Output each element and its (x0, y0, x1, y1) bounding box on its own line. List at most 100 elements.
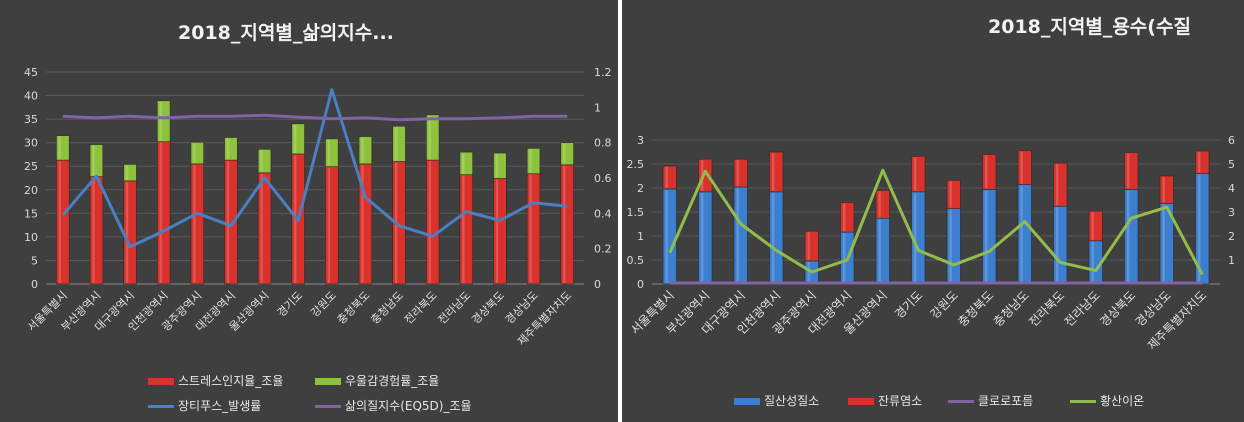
bar-highlight (984, 190, 988, 283)
y-tick-label: 25 (24, 160, 38, 173)
bar-highlight (193, 164, 196, 283)
bar-highlight (159, 142, 162, 283)
legend-item-chlorine: 잔류염소 (848, 392, 922, 409)
bar-lower (733, 186, 748, 285)
bar-highlight (361, 137, 364, 163)
bar-upper (358, 136, 373, 165)
x-tick-label: 강원도 (928, 288, 961, 321)
bar-upper (56, 135, 70, 161)
y2-tick-label: 2 (1228, 230, 1235, 243)
y2-tick-label: 1.2 (594, 66, 612, 79)
bar-lower (459, 174, 474, 285)
bar-highlight (226, 138, 230, 160)
bar-highlight (563, 143, 566, 164)
y-tick-label: 40 (24, 90, 38, 103)
x-tick-label: 강원도 (308, 289, 339, 320)
bar-upper (493, 152, 507, 179)
bar-upper (1159, 175, 1174, 204)
bar-upper (769, 151, 784, 193)
bar-upper (257, 148, 272, 174)
bar-highlight (1055, 164, 1059, 206)
bar-highlight (665, 189, 668, 283)
y-tick-label: 2.5 (627, 158, 645, 171)
bar-highlight (462, 175, 465, 283)
bar-highlight (159, 101, 162, 141)
y-tick-label: 0.5 (627, 254, 645, 267)
bar-highlight (495, 179, 499, 283)
legend-label-sulfate: 황산이온 (1100, 394, 1145, 408)
bar-upper (982, 154, 997, 190)
legend-label-nitrate: 질산성질소 (764, 394, 820, 408)
bar-lower (560, 164, 574, 285)
bar-highlight (665, 166, 668, 188)
bar-highlight (125, 165, 129, 180)
y2-tick-label: 0.4 (594, 207, 612, 220)
legend-label-chloroform: 클로로포름 (978, 394, 1034, 408)
bar-upper (560, 142, 574, 166)
y-tick-label: 0 (31, 278, 38, 291)
x-tick-label: 전라북도 (402, 289, 440, 327)
legend-label-stress: 스트레스인지율_조율 (178, 374, 284, 388)
bar-highlight (842, 233, 846, 283)
bar-lower (156, 141, 171, 285)
bar-lower (224, 159, 238, 285)
legend-item-typhoid: 장티푸스_발생률 (148, 397, 261, 414)
bar-highlight (842, 203, 846, 232)
legend-item-stress: 스트레스인지율_조율 (148, 372, 283, 389)
bar-highlight (428, 115, 431, 160)
x-tick-label: 전라북도 (1026, 288, 1067, 329)
bar-lower (89, 176, 104, 285)
bar-highlight (125, 181, 129, 283)
bar-highlight (700, 192, 704, 283)
bar-highlight (394, 127, 398, 161)
bar-lower (325, 166, 339, 285)
legend-swatch-typhoid (148, 405, 174, 408)
bar-highlight (949, 181, 952, 208)
series-line (668, 168, 1204, 276)
bar-upper (698, 158, 713, 193)
bar-highlight (736, 188, 739, 283)
x-tick-label: 충청북도 (955, 288, 996, 329)
x-tick-label: 충청남도 (991, 288, 1032, 329)
bar-highlight (771, 192, 775, 283)
legend-item-chloroform: 클로로포름 (948, 392, 1033, 409)
bar-highlight (1055, 207, 1059, 283)
bar-lower (425, 159, 440, 285)
bar-lower (1124, 189, 1139, 285)
legend-swatch-stress (148, 378, 174, 385)
x-tick-label: 전라남도 (1062, 288, 1103, 329)
bar-upper (662, 165, 677, 190)
y-tick-label: 1.5 (627, 206, 645, 219)
bar-upper (190, 141, 205, 165)
y2-tick-label: 0.2 (594, 243, 612, 256)
bar-highlight (949, 209, 952, 283)
bar-upper (526, 148, 541, 175)
bar-upper (875, 190, 890, 219)
y2-tick-label: 1 (1228, 254, 1235, 267)
bar-highlight (807, 232, 810, 260)
bar-highlight (1197, 152, 1201, 173)
y-tick-label: 0 (637, 278, 644, 291)
x-tick-label: 경기도 (275, 289, 306, 320)
bar-highlight (260, 173, 263, 283)
bar-upper (156, 100, 171, 143)
bar-lower (698, 191, 713, 285)
bar-lower (190, 163, 205, 285)
bar-highlight (193, 143, 196, 163)
legend-label-typhoid: 장티푸스_발생률 (178, 399, 262, 413)
legend-swatch-chloroform (948, 400, 974, 403)
legend-swatch-chlorine (848, 398, 874, 405)
bar-highlight (361, 164, 364, 283)
y-tick-label: 1 (637, 230, 644, 243)
legend-item-nitrate: 질산성질소 (734, 392, 819, 409)
bar-highlight (428, 161, 431, 283)
chart-panel-right: 2018_지역별_용수(수질 0 0.5 1 1.5 2 2.5 3 1 2 3 4 5 6 서울특별시 부… (622, 0, 1244, 422)
bar-highlight (1091, 212, 1094, 240)
bar-highlight (1162, 177, 1165, 203)
y2-tick-label: 4 (1228, 182, 1235, 195)
y2-tick-label: 5 (1228, 158, 1235, 171)
bar-highlight (462, 153, 465, 174)
bar-upper (291, 123, 305, 155)
y-tick-label: 2 (637, 182, 644, 195)
bar-upper (89, 144, 104, 177)
